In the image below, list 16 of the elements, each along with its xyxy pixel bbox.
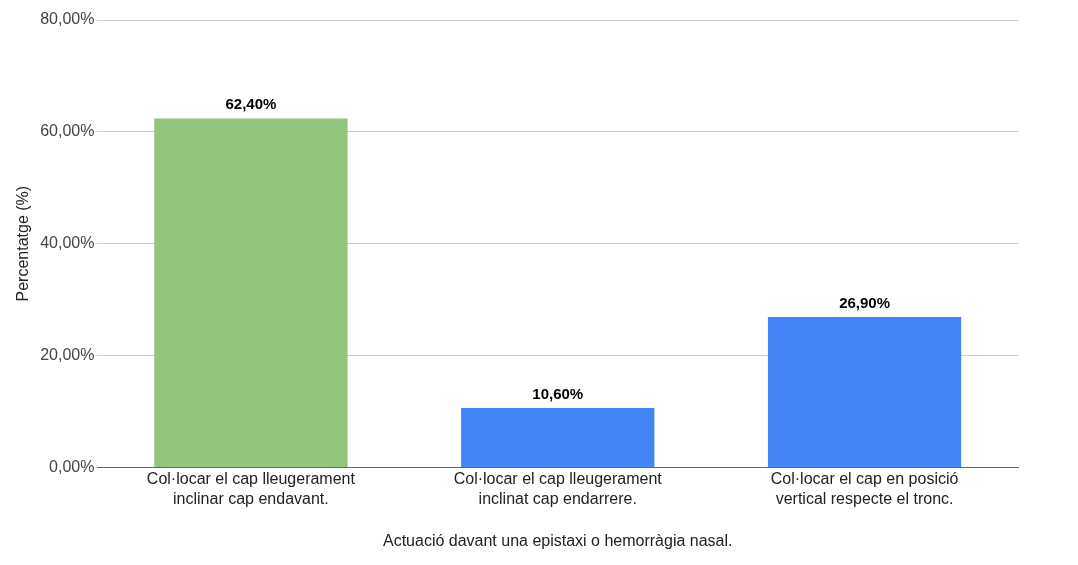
y-tick-label: 20,00% bbox=[40, 345, 95, 363]
data-label: 26,90% bbox=[839, 293, 891, 311]
y-tick-label: 60,00% bbox=[40, 122, 95, 140]
data-label: 62,40% bbox=[225, 95, 277, 113]
y-tick-label: 40,00% bbox=[40, 234, 95, 252]
bar bbox=[767, 316, 962, 467]
data-label: 10,60% bbox=[532, 384, 584, 402]
x-axis-title: Actuació davant una epistaxi o hemorràgia nasal. bbox=[382, 531, 733, 549]
x-tick-label: Col·locar el cap en posició vertical respecte el tronc. bbox=[770, 470, 959, 507]
y-axis-title: Percentatge (%) bbox=[14, 185, 32, 302]
x-tick-label: Col·locar el cap lleugerament inclinar cap endavant. bbox=[146, 470, 356, 507]
bar bbox=[461, 408, 655, 467]
bar bbox=[154, 118, 348, 467]
y-tick-label: 0,00% bbox=[49, 457, 95, 475]
y-tick-label: 80,00% bbox=[40, 10, 95, 28]
x-tick-label: Col·locar el cap lleugerament inclinat cap endarrere. bbox=[453, 470, 663, 507]
